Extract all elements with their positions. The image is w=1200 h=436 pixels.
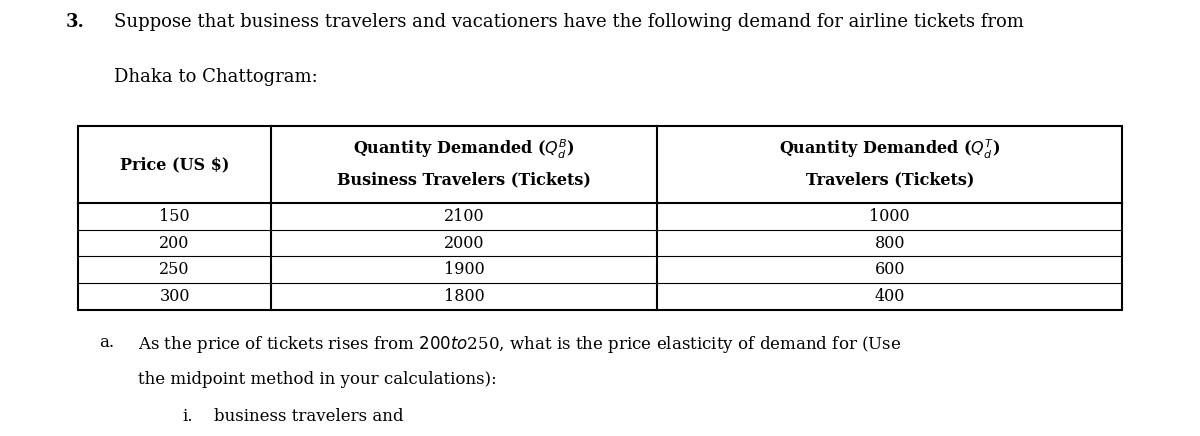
Text: i.: i. xyxy=(182,408,193,425)
Text: 600: 600 xyxy=(875,261,905,278)
Text: 800: 800 xyxy=(875,235,905,252)
Text: 1800: 1800 xyxy=(444,288,485,305)
Text: 150: 150 xyxy=(160,208,190,225)
Text: 2000: 2000 xyxy=(444,235,485,252)
Text: Quantity Demanded ($Q_d^B$): Quantity Demanded ($Q_d^B$) xyxy=(353,138,575,161)
Text: 1900: 1900 xyxy=(444,261,485,278)
Text: As the price of tickets rises from $200 to $250, what is the price elasticity of: As the price of tickets rises from $200 … xyxy=(138,334,901,354)
Text: 250: 250 xyxy=(160,261,190,278)
Text: 1000: 1000 xyxy=(869,208,910,225)
Text: a.: a. xyxy=(100,334,115,351)
Text: Dhaka to Chattogram:: Dhaka to Chattogram: xyxy=(114,68,318,85)
Text: 3.: 3. xyxy=(66,13,85,31)
Text: Travelers (Tickets): Travelers (Tickets) xyxy=(805,172,974,189)
Text: 200: 200 xyxy=(160,235,190,252)
Bar xyxy=(78,126,1122,310)
Text: 2100: 2100 xyxy=(444,208,485,225)
Text: Price (US $): Price (US $) xyxy=(120,157,229,174)
Text: 400: 400 xyxy=(875,288,905,305)
Text: the midpoint method in your calculations):: the midpoint method in your calculations… xyxy=(138,371,497,388)
Text: Suppose that business travelers and vacationers have the following demand for ai: Suppose that business travelers and vaca… xyxy=(114,13,1024,31)
Text: 300: 300 xyxy=(160,288,190,305)
Text: Quantity Demanded ($Q_d^T$): Quantity Demanded ($Q_d^T$) xyxy=(779,138,1001,161)
Text: Business Travelers (Tickets): Business Travelers (Tickets) xyxy=(337,172,592,189)
Text: business travelers and: business travelers and xyxy=(214,408,403,425)
